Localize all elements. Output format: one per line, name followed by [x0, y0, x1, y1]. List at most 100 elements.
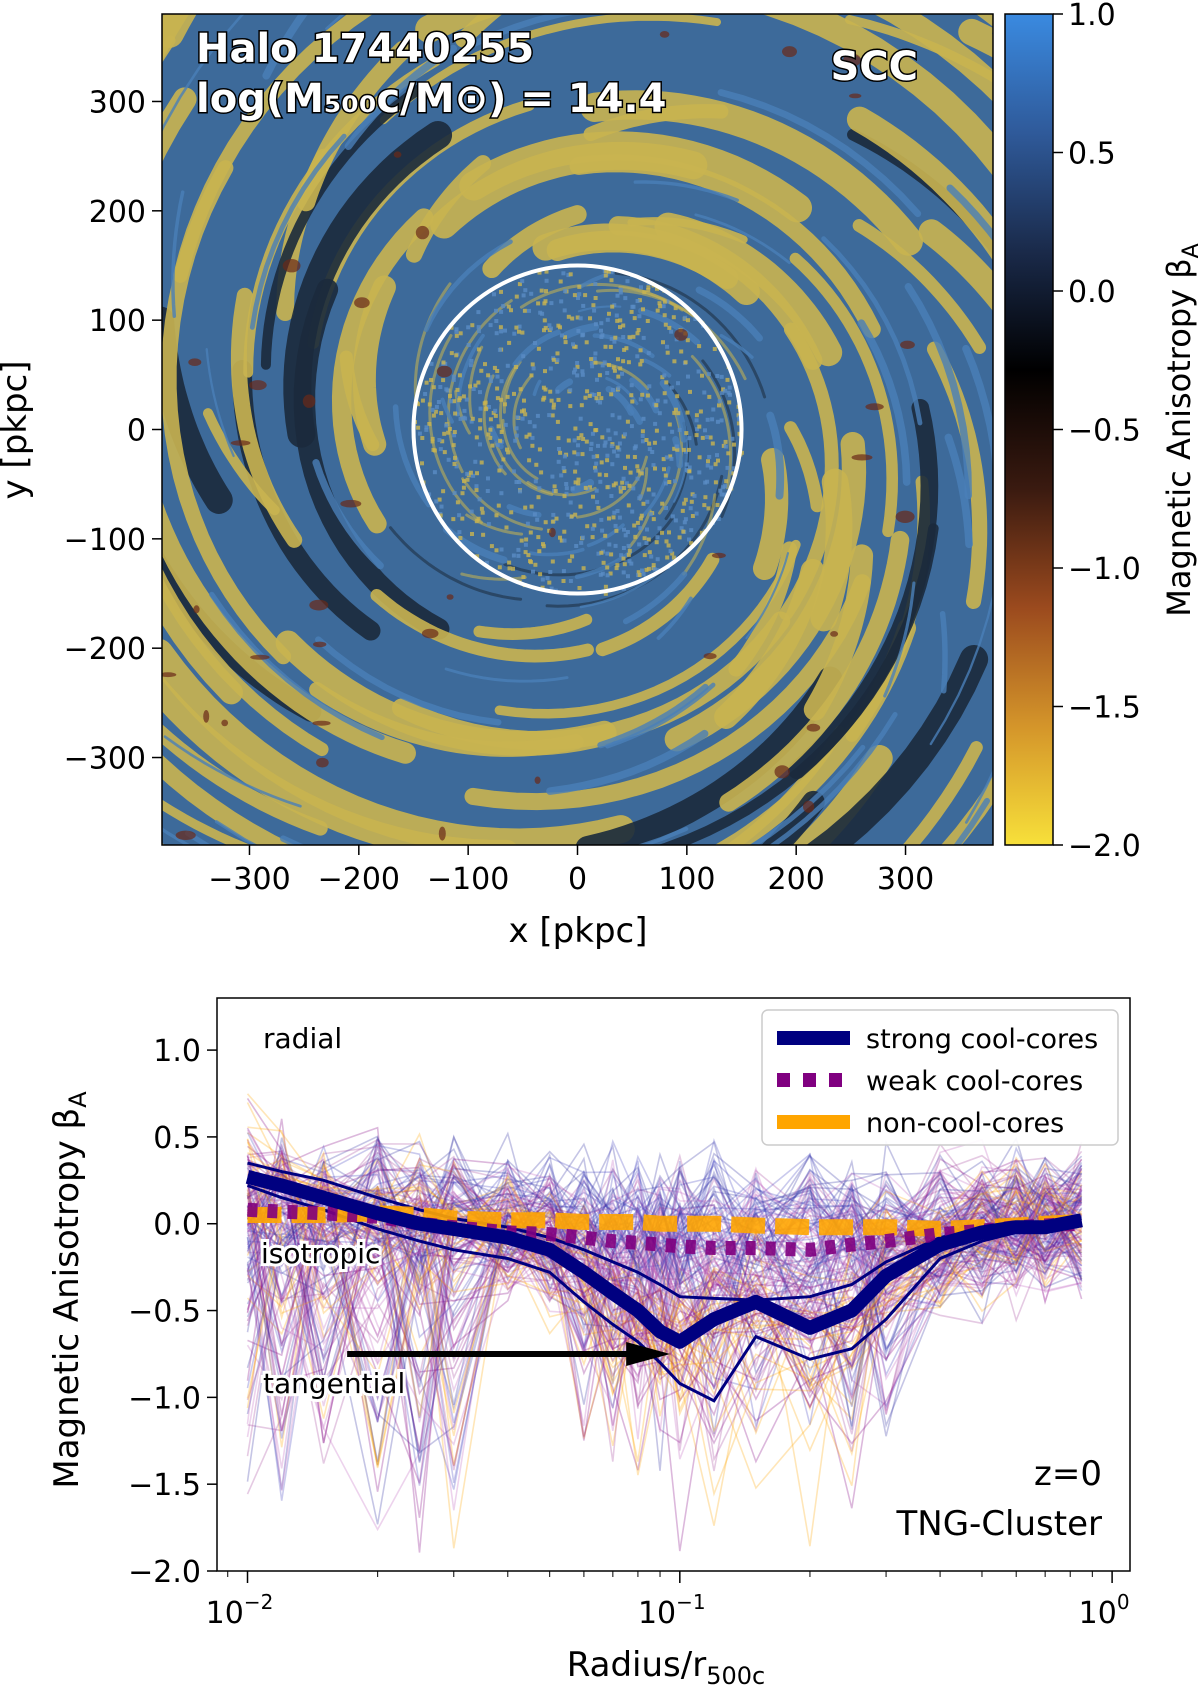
core-speckle — [596, 505, 601, 510]
core-speckle — [453, 411, 458, 416]
core-speckle — [712, 347, 717, 351]
core-speckle — [607, 436, 612, 441]
core-speckle — [668, 454, 673, 459]
core-speckle — [706, 506, 711, 511]
core-speckle — [558, 279, 563, 284]
profile-x-tick-label: 10−2 — [206, 1590, 274, 1631]
core-speckle — [495, 369, 500, 373]
core-speckle — [505, 363, 510, 368]
core-speckle — [641, 501, 646, 506]
core-speckle — [544, 289, 548, 294]
core-speckle — [596, 551, 601, 556]
core-speckle — [487, 405, 491, 409]
core-speckle — [685, 338, 690, 343]
strong-cool-core-median — [245, 1170, 1083, 1349]
core-speckle — [468, 363, 473, 368]
core-speckle — [505, 394, 510, 399]
core-speckle — [488, 379, 493, 383]
core-speckle — [605, 485, 610, 490]
profile-x-axis-ticks: 10−2 10−1 100 — [206, 1571, 1130, 1631]
core-speckle — [503, 402, 507, 407]
core-speckle — [484, 560, 489, 565]
core-speckle — [591, 454, 596, 459]
core-speckle — [529, 504, 534, 509]
core-speckle — [599, 396, 604, 401]
blue-streak — [512, 329, 561, 368]
blue-streak — [579, 272, 610, 289]
core-speckle — [616, 357, 620, 362]
core-speckle — [639, 285, 643, 290]
core-speckle — [642, 553, 647, 558]
core-speckle — [483, 362, 487, 367]
core-speckle — [669, 385, 674, 390]
core-speckle — [499, 547, 504, 552]
core-speckle — [601, 560, 606, 565]
core-speckle — [607, 516, 611, 521]
core-speckle — [715, 419, 720, 424]
profile-y-axis-label: Magnetic Anisotropy βA — [47, 1091, 92, 1489]
core-speckle — [488, 375, 493, 380]
filament — [494, 440, 554, 497]
core-speckle — [657, 526, 662, 531]
core-speckle — [635, 331, 640, 336]
core-speckle — [638, 348, 643, 353]
core-speckle — [506, 304, 511, 309]
dark-spot — [393, 151, 402, 158]
core-speckle — [499, 430, 504, 434]
filament — [430, 141, 708, 239]
profile-x-tick-base: 10 — [206, 1596, 244, 1631]
core-speckle — [646, 487, 651, 492]
core-speckle — [528, 530, 533, 535]
core-speckle — [465, 477, 470, 482]
core-speckle — [594, 488, 599, 493]
core-speckle — [477, 497, 482, 502]
core-speckle — [593, 465, 598, 470]
core-speckle — [695, 427, 700, 432]
core-speckle — [561, 466, 566, 470]
core-speckle — [655, 308, 660, 313]
core-speckle — [641, 307, 645, 312]
core-speckle — [562, 538, 567, 543]
core-speckle — [609, 392, 614, 397]
halo-profile-line — [247, 1156, 1083, 1490]
core-speckle — [511, 553, 516, 558]
dark-spot — [849, 93, 862, 99]
core-speckle — [621, 359, 626, 364]
core-speckle — [598, 400, 602, 405]
core-speckle — [622, 527, 626, 532]
core-speckle — [662, 373, 667, 378]
core-speckle — [631, 334, 636, 339]
profile-x-tick-base: 10 — [638, 1596, 676, 1631]
core-speckle — [660, 501, 665, 506]
blue-streak — [962, 344, 993, 553]
core-speckle — [637, 298, 642, 303]
core-speckle — [451, 443, 456, 448]
core-speckle — [595, 398, 600, 403]
core-speckle — [531, 569, 535, 574]
core-speckle — [452, 491, 457, 496]
core-speckle — [711, 407, 716, 412]
core-speckle — [590, 431, 595, 436]
blue-streak — [249, 133, 347, 330]
core-speckle — [671, 315, 676, 320]
core-speckle — [644, 541, 649, 545]
core-speckle — [503, 328, 507, 333]
core-speckle — [427, 402, 432, 407]
core-speckle — [441, 489, 446, 494]
core-speckle — [732, 442, 736, 447]
core-speckle — [474, 488, 479, 493]
core-speckle — [554, 516, 559, 521]
core-speckle — [635, 299, 640, 303]
core-speckle — [663, 322, 668, 327]
core-speckle — [572, 450, 577, 455]
core-speckle — [498, 325, 503, 330]
core-speckle — [559, 299, 564, 304]
core-speckle — [603, 344, 608, 349]
core-speckle — [705, 435, 710, 440]
core-speckle — [570, 554, 575, 559]
core-speckle — [576, 443, 580, 448]
core-speckle — [559, 538, 564, 543]
filament — [331, 208, 434, 534]
blue-streak — [749, 744, 866, 845]
core-speckle — [514, 365, 518, 369]
